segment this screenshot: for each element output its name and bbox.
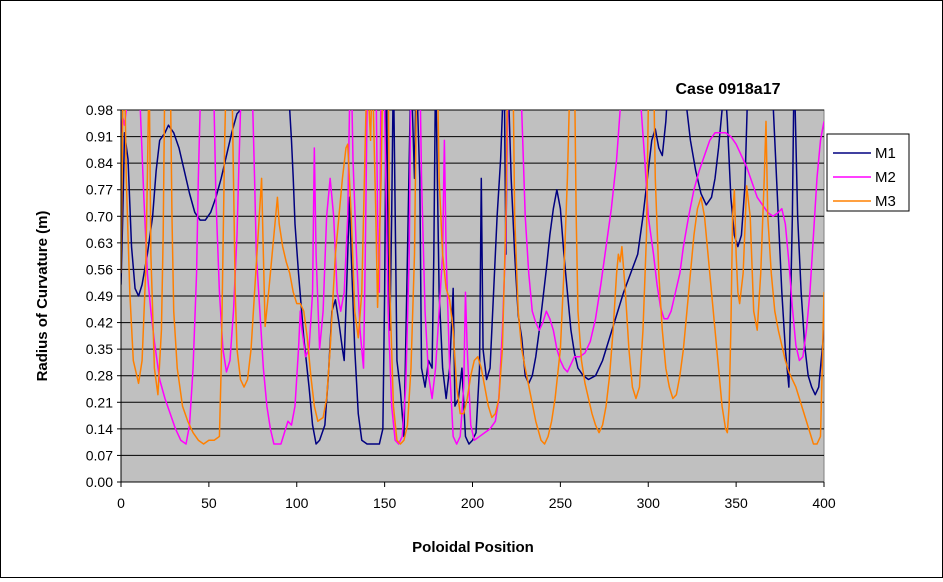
legend-label-m3: M3 xyxy=(875,193,896,210)
x-tick-label: 250 xyxy=(549,495,573,511)
x-tick-label: 50 xyxy=(201,495,217,511)
x-tick-label: 100 xyxy=(285,495,309,511)
legend-label-m2: M2 xyxy=(875,169,896,186)
y-tick-label: 0.70 xyxy=(86,208,113,224)
x-tick-label: 0 xyxy=(117,495,125,511)
x-tick-label: 400 xyxy=(812,495,836,511)
y-ticks: 0.00 0.07 0.14 0.21 0.28 0.35 0.42 0.49 0.56 0.63… xyxy=(86,102,121,490)
y-tick-label: 0.84 xyxy=(86,155,113,171)
x-tick-label: 150 xyxy=(373,495,397,511)
chart-title: Case 0918a17 xyxy=(676,81,781,98)
y-axis-title: Radius of Curvature (m) xyxy=(34,211,51,382)
y-tick-label: 0.00 xyxy=(86,474,113,490)
y-tick-label: 0.21 xyxy=(86,394,113,410)
x-tick-label: 350 xyxy=(724,495,748,511)
y-tick-label: 0.63 xyxy=(86,235,113,251)
series-line-m3 xyxy=(121,110,824,445)
x-tick-label: 200 xyxy=(461,495,485,511)
y-tick-label: 0.35 xyxy=(86,341,113,357)
x-tick-label: 300 xyxy=(637,495,661,511)
x-axis-title: Poloidal Position xyxy=(412,539,534,556)
legend-box xyxy=(826,133,910,212)
legend-label-m1: M1 xyxy=(875,145,896,162)
y-tick-label: 0.28 xyxy=(86,368,113,384)
y-tick-label: 0.98 xyxy=(86,102,113,118)
y-tick-label: 0.14 xyxy=(86,421,113,437)
legend: M1 M2 M3 xyxy=(826,133,910,212)
y-tick-label: 0.49 xyxy=(86,288,113,304)
y-tick-label: 0.56 xyxy=(86,261,113,277)
x-ticks: 0 50 100 150 200 250 300 350 400 xyxy=(117,482,836,511)
series-line-m2 xyxy=(121,110,824,445)
y-tick-label: 0.42 xyxy=(86,315,113,331)
series-line-m1 xyxy=(121,110,824,445)
y-tick-label: 0.77 xyxy=(86,182,113,198)
y-tick-label: 0.07 xyxy=(86,447,113,463)
y-tick-label: 0.91 xyxy=(86,129,113,145)
series-layer xyxy=(121,110,824,445)
